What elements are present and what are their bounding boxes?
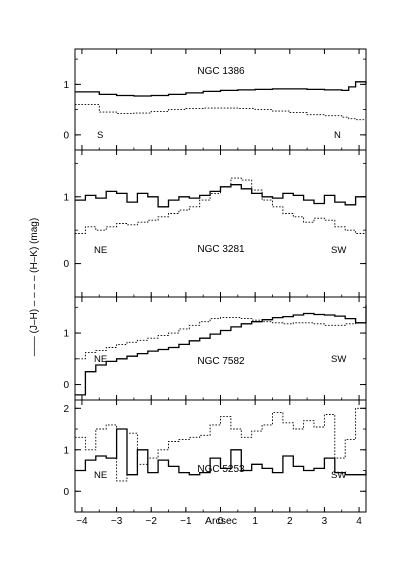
y-tick-label: 0 [63, 487, 69, 498]
x-tick-label: 4 [356, 516, 362, 527]
panel-right-label: SW [331, 245, 346, 256]
y-tick-label: 1 [63, 80, 69, 91]
panel-1: 0 1 NGC 1386 S N [63, 48, 367, 151]
x-tick-label: 2 [287, 516, 293, 527]
panels-layer: 0 1 NGC 1386 S N 0 1 NGC 3281 NE SW 0 1 NGC 7582 NE SW… [63, 48, 367, 513]
y-tick-label: 1 [63, 445, 69, 456]
panel-right-label: SW [331, 470, 346, 481]
panel-title: NGC 3281 [197, 244, 245, 255]
series-hk-line [75, 104, 367, 121]
y-tick-label: 2 [63, 404, 69, 415]
panel-3: 0 1 NGC 7582 NE SW [63, 296, 367, 401]
y-axis-label: —— (J–H) – – – – (H–K) (mag) [29, 218, 40, 356]
series-jh-line [75, 304, 367, 396]
y-tick-label: 0 [63, 380, 69, 391]
panel-title: NGC 1386 [197, 66, 245, 77]
panel-right-label: SW [331, 354, 346, 365]
y-tick-label: 0 [63, 130, 69, 141]
x-tick-label: 1 [252, 516, 258, 527]
panel-left-label: NE [94, 354, 107, 365]
panel-title: NGC 5253 [197, 464, 245, 475]
series-jh-line [75, 184, 366, 208]
y-tick-label: 1 [63, 329, 69, 340]
y-tick-label: 1 [63, 192, 69, 203]
x-tick-label: −2 [146, 516, 158, 527]
panel-frame [74, 296, 367, 401]
series-jh-line [75, 81, 367, 97]
series-hk-line [75, 301, 367, 360]
x-tick-label: −4 [76, 516, 88, 527]
panel-left-label: NE [94, 470, 107, 481]
panel-4: 0 1 2 NGC 5253 NE SW [63, 399, 367, 513]
panel-left-label: S [97, 130, 103, 141]
x-tick-label: −1 [180, 516, 192, 527]
x-axis: −4 −3 −2 −1 0 1 2 3 4 [76, 516, 362, 527]
panel-title: NGC 7582 [197, 356, 245, 367]
x-tick-label: 0 [218, 516, 224, 527]
x-tick-label: 3 [322, 516, 328, 527]
panel-right-label: N [334, 130, 341, 141]
panel-2: 0 1 NGC 3281 NE SW [63, 149, 367, 298]
panel-left-label: NE [94, 245, 107, 256]
series-hk-line [75, 407, 367, 482]
x-tick-label: −3 [111, 516, 123, 527]
panel-frame [74, 149, 367, 298]
panel-frame [74, 48, 367, 151]
series-hk-line [75, 177, 367, 236]
y-tick-label: 0 [63, 259, 69, 270]
x-axis-label: Arcsec [205, 515, 237, 527]
